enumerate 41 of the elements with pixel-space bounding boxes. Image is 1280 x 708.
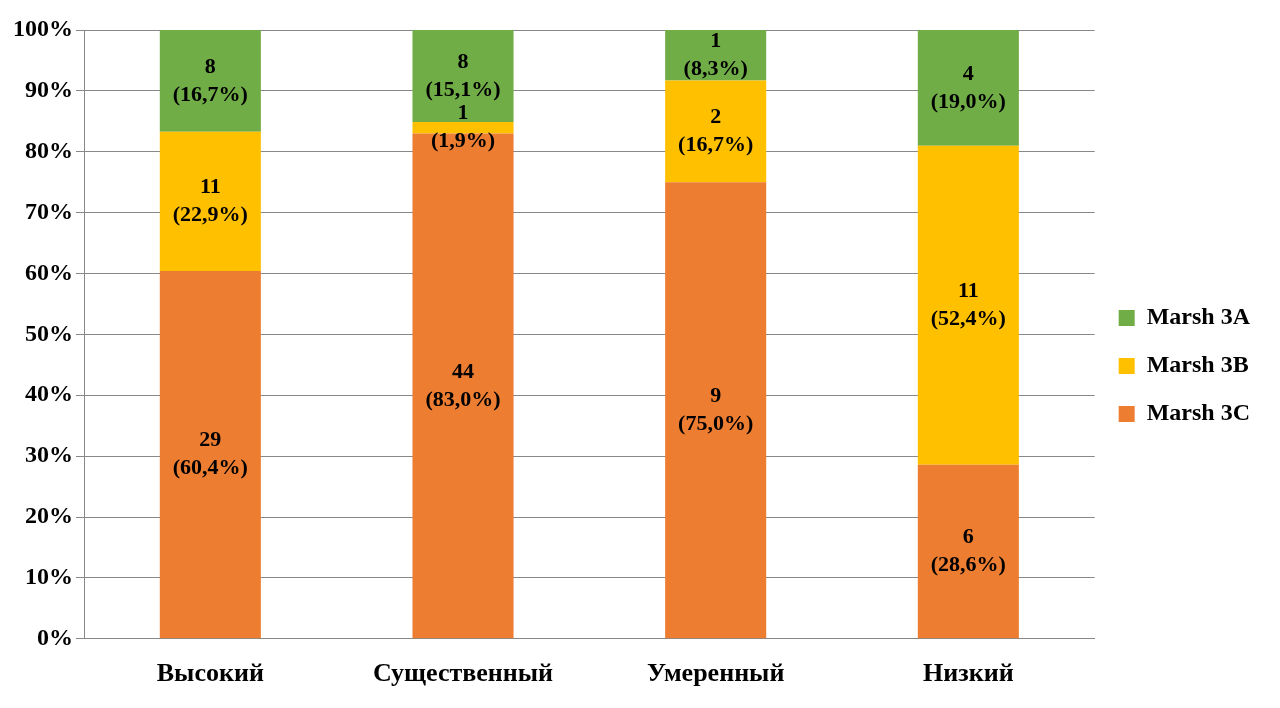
bar [159, 271, 261, 639]
bar [159, 131, 261, 272]
bar [665, 182, 767, 639]
y-tick-label: 0% [37, 624, 73, 650]
data-label: 1 (8,3%) [683, 26, 748, 80]
bar [412, 121, 514, 134]
data-label: 1 (1,9%) [430, 99, 496, 153]
bar [917, 145, 1019, 465]
legend-label: Marsh 3A [1146, 303, 1251, 330]
bar [412, 30, 514, 122]
legend-label: Marsh 3B [1146, 351, 1249, 378]
x-tick-label: Умеренный [646, 658, 785, 688]
y-tick-label: 90% [25, 76, 73, 103]
data-label: 29 (60,4%) [172, 426, 248, 480]
x-tick-label: Высокий [156, 658, 264, 688]
y-tick-label: 80% [25, 136, 73, 163]
data-label: 9 (75,0%) [678, 381, 754, 435]
y-tick-label: 60% [25, 258, 73, 285]
y-tick-label: 20% [25, 502, 73, 529]
y-tick-label: 10% [25, 563, 73, 590]
data-label: 2 (16,7%) [678, 103, 754, 157]
data-label: 8 (15,1%) [425, 47, 501, 101]
y-tick-label: 30% [25, 441, 73, 468]
y-tick-label: 40% [25, 380, 73, 407]
data-label: 44 (83,0%) [425, 357, 501, 411]
data-label: 11 (52,4%) [930, 276, 1006, 330]
data-label: 6 (28,6%) [930, 523, 1006, 577]
legend-label: Marsh 3C [1146, 399, 1250, 426]
bar [917, 464, 1019, 639]
y-tick-label: 50% [25, 319, 73, 346]
data-label: 11 (22,9%) [172, 173, 248, 227]
y-tick-label: 100% [13, 15, 73, 42]
bar [665, 80, 767, 183]
bar [917, 30, 1019, 146]
data-label: 8 (16,7%) [172, 52, 248, 106]
bar [412, 133, 514, 639]
data-label: 4 (19,0%) [930, 59, 1006, 113]
x-tick-label: Низкий [923, 658, 1014, 688]
bar [159, 30, 261, 132]
y-tick-label: 70% [25, 197, 73, 224]
x-tick-label: Существенный [372, 658, 554, 688]
